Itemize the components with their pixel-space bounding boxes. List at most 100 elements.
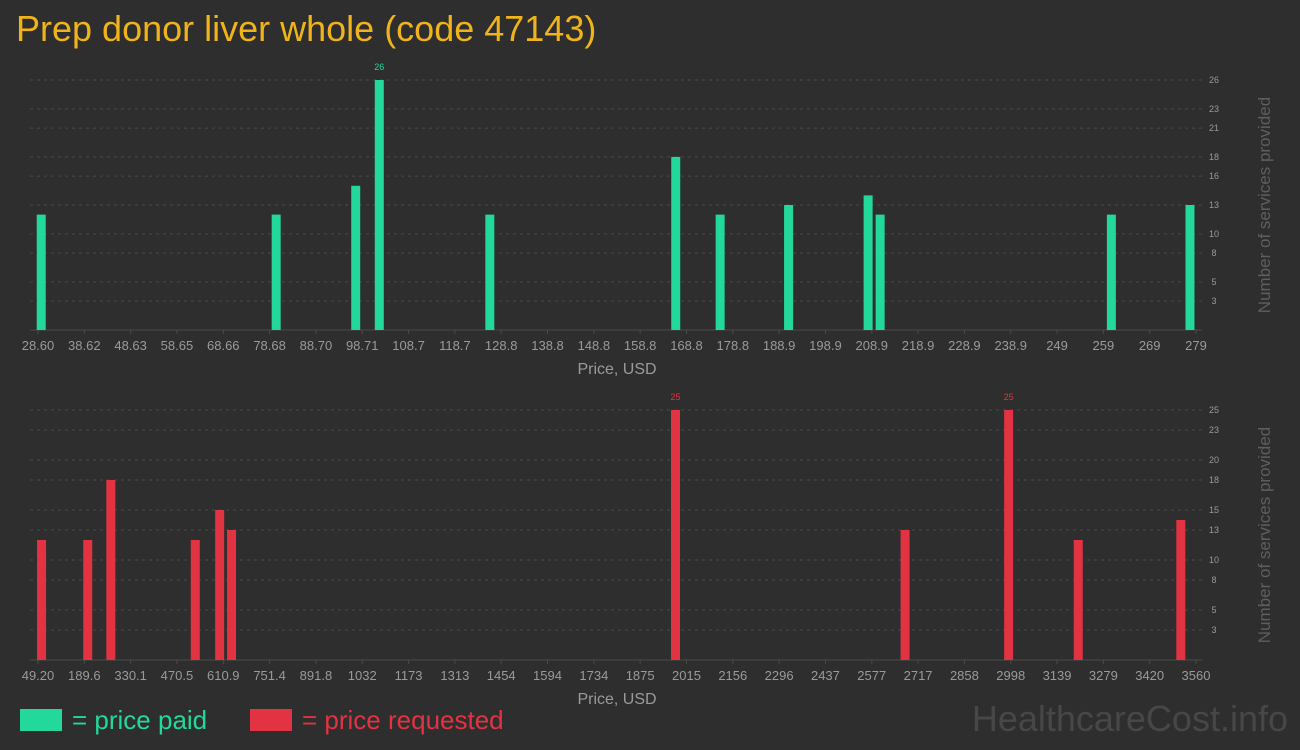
chart-1-x-tick-label: 138.8 <box>531 338 564 353</box>
chart-2-x-tick-label: 751.4 <box>253 668 286 683</box>
legend-label-paid: = price paid <box>72 704 208 735</box>
chart-2-x-tick-label: 1734 <box>579 668 608 683</box>
chart-2-x-tick-label: 189.6 <box>68 668 101 683</box>
chart-1-bar <box>715 214 725 330</box>
chart-1-y-tick-label: 3 <box>1211 296 1216 306</box>
chart-2-x-tick-label: 1173 <box>395 668 423 683</box>
chart-2-x-tick-label: 1875 <box>626 668 655 683</box>
chart-1-x-tick-label: 228.9 <box>948 338 981 353</box>
chart-2-x-tick-label: 2717 <box>904 668 933 683</box>
chart-1-x-tick-label: 259 <box>1093 338 1115 353</box>
chart-2-x-tick-label: 2296 <box>765 668 794 683</box>
chart-2-x-tick-label: 3139 <box>1043 668 1072 683</box>
chart-1-bar <box>374 80 384 330</box>
chart-2-y-tick-label: 13 <box>1209 525 1219 535</box>
chart-2-bar <box>1073 540 1083 660</box>
legend-label-requested: = price requested <box>302 704 504 735</box>
chart-1-y-tick-label: 13 <box>1209 200 1219 210</box>
legend-swatch-requested <box>250 709 292 731</box>
chart-2-bar <box>1004 410 1014 660</box>
chart-2-y-tick-label: 25 <box>1209 405 1219 415</box>
chart-2-x-tick-label: 2015 <box>672 668 701 683</box>
chart-1-bar <box>351 185 361 330</box>
chart-2-x-tick-label: 2858 <box>950 668 979 683</box>
chart-2-x-tick-label: 1454 <box>487 668 516 683</box>
chart-1-y-tick-label: 18 <box>1209 152 1219 162</box>
chart-1-x-tick-label: 279 <box>1185 338 1207 353</box>
chart-1-bar <box>36 214 46 330</box>
chart-1-x-tick-label: 238.9 <box>994 338 1027 353</box>
legend-swatch-paid <box>20 709 62 731</box>
chart-1-x-tick-label: 249 <box>1046 338 1068 353</box>
legend-price-paid: = price paid <box>20 703 207 737</box>
chart-1-y-tick-label: 5 <box>1211 277 1216 287</box>
chart-2-x-tick-label: 49.20 <box>22 668 55 683</box>
chart-2-bar <box>900 530 910 660</box>
chart-2-x-tick-label: 2577 <box>857 668 886 683</box>
chart-1-y-tick-label: 23 <box>1209 104 1219 114</box>
chart-1-x-tick-label: 269 <box>1139 338 1161 353</box>
chart-1-bar <box>863 195 873 330</box>
chart-2-bar <box>671 410 681 660</box>
chart-1-x-tick-label: 58.65 <box>161 338 194 353</box>
chart-2-bar-value-label: 25 <box>1004 392 1014 402</box>
chart-1-x-tick-label: 208.9 <box>855 338 888 353</box>
chart-2-y-tick-label: 15 <box>1209 505 1219 515</box>
legend-price-requested: = price requested <box>250 703 504 737</box>
chart-1-x-tick-label: 68.66 <box>207 338 240 353</box>
chart-1-x-axis-label: Price, USD <box>577 361 656 378</box>
chart-2-x-tick-label: 330.1 <box>114 668 147 683</box>
chart-2-y-tick-label: 8 <box>1211 575 1216 585</box>
chart-1-bar <box>271 214 281 330</box>
chart-2-x-tick-label: 470.5 <box>161 668 194 683</box>
chart-2-x-tick-label: 1313 <box>440 668 469 683</box>
chart-title: Prep donor liver whole (code 47143) <box>16 8 597 49</box>
chart-2-bar <box>215 510 225 660</box>
chart-2-x-tick-label: 1594 <box>533 668 562 683</box>
chart-1-bar <box>875 214 885 330</box>
chart-2-x-tick-label: 3279 <box>1089 668 1118 683</box>
chart-2-y-tick-label: 3 <box>1211 625 1216 635</box>
chart-2-bar <box>106 480 116 660</box>
chart-2-x-tick-label: 3560 <box>1182 668 1211 683</box>
chart-1-bar <box>671 156 681 330</box>
chart-1-x-tick-label: 118.7 <box>439 338 471 353</box>
chart-1-x-tick-label: 168.8 <box>670 338 703 353</box>
chart-2-y-axis-label: Number of services provided <box>1255 427 1274 643</box>
chart-1-y-tick-label: 26 <box>1209 75 1219 85</box>
chart-1-x-tick-label: 148.8 <box>578 338 611 353</box>
chart-1-x-tick-label: 78.68 <box>253 338 286 353</box>
chart-1-x-tick-label: 48.63 <box>114 338 147 353</box>
chart-1-x-tick-label: 38.62 <box>68 338 101 353</box>
chart-1-y-tick-label: 16 <box>1209 171 1219 181</box>
chart-1-bar <box>1106 214 1116 330</box>
chart-2-y-tick-label: 5 <box>1211 605 1216 615</box>
chart-1-bar <box>784 205 794 330</box>
chart-2-y-tick-label: 10 <box>1209 555 1219 565</box>
chart-1-x-tick-label: 108.7 <box>392 338 425 353</box>
chart-1-x-tick-label: 178.8 <box>717 338 750 353</box>
chart-2-bar <box>37 540 47 660</box>
chart-2-x-tick-label: 2156 <box>718 668 747 683</box>
chart-2-y-tick-label: 18 <box>1209 475 1219 485</box>
chart-2-x-tick-label: 2998 <box>996 668 1025 683</box>
chart-1-x-tick-label: 128.8 <box>485 338 518 353</box>
chart-2-x-tick-label: 1032 <box>348 668 377 683</box>
chart-2-bar <box>83 540 93 660</box>
chart-1-x-tick-label: 218.9 <box>902 338 935 353</box>
chart-2-x-tick-label: 891.8 <box>300 668 333 683</box>
chart-2-bar-value-label: 25 <box>671 392 681 402</box>
watermark-logo: HealthcareCost.info <box>971 698 1288 739</box>
chart-1-x-tick-label: 28.60 <box>22 338 55 353</box>
chart-1-x-tick-label: 188.9 <box>763 338 796 353</box>
chart-2-y-tick-label: 20 <box>1209 455 1219 465</box>
chart-2-bar <box>227 530 237 660</box>
chart-2-bar <box>190 540 200 660</box>
chart-1-x-tick-label: 158.8 <box>624 338 657 353</box>
chart-1-bar <box>1185 205 1195 330</box>
chart-2-x-tick-label: 2437 <box>811 668 840 683</box>
chart-2-x-axis-label: Price, USD <box>577 691 656 708</box>
chart-1-bar-value-label: 26 <box>374 62 384 72</box>
chart-2-y-tick-label: 23 <box>1209 425 1219 435</box>
chart-1-x-tick-label: 198.9 <box>809 338 842 353</box>
